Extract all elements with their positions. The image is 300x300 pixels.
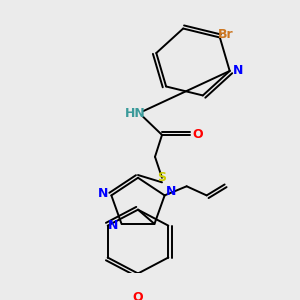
Text: O: O — [193, 128, 203, 141]
Text: N: N — [98, 187, 109, 200]
Text: Br: Br — [218, 28, 234, 41]
Text: N: N — [232, 64, 243, 77]
Text: N: N — [165, 185, 176, 198]
Text: S: S — [158, 171, 166, 184]
Text: N: N — [108, 219, 119, 232]
Text: HN: HN — [124, 107, 146, 120]
Text: O: O — [133, 291, 143, 300]
